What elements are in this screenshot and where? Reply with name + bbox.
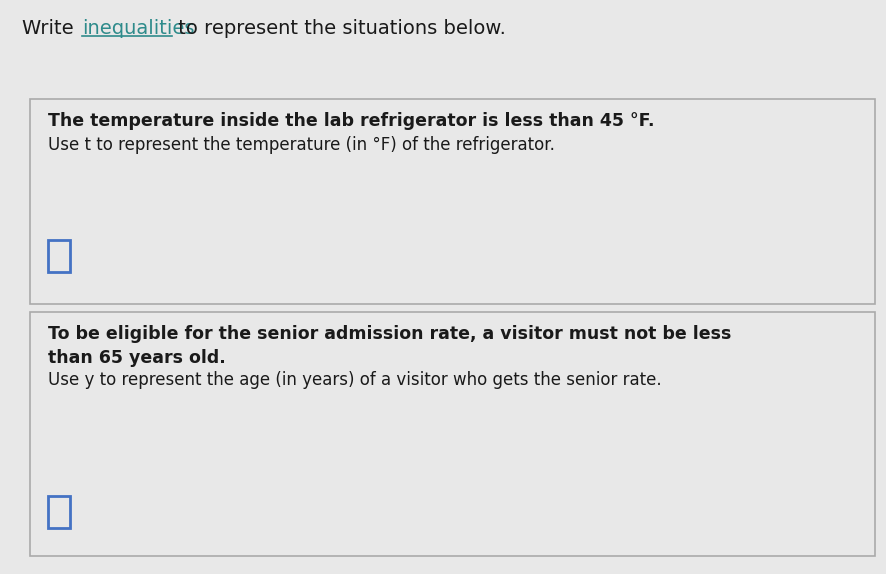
Text: Use t to represent the temperature (in °F) of the refrigerator.: Use t to represent the temperature (in °… (48, 136, 555, 154)
Text: Use y to represent the age (in years) of a visitor who gets the senior rate.: Use y to represent the age (in years) of… (48, 371, 661, 389)
Text: than 65 years old.: than 65 years old. (48, 349, 226, 367)
FancyBboxPatch shape (30, 312, 874, 556)
Text: The temperature inside the lab refrigerator is less than 45 °F.: The temperature inside the lab refrigera… (48, 112, 654, 130)
Text: to represent the situations below.: to represent the situations below. (172, 20, 505, 38)
Text: inequalities: inequalities (82, 20, 194, 38)
Text: To be eligible for the senior admission rate, a visitor must not be less: To be eligible for the senior admission … (48, 325, 731, 343)
Text: Write: Write (22, 20, 80, 38)
FancyBboxPatch shape (30, 99, 874, 304)
